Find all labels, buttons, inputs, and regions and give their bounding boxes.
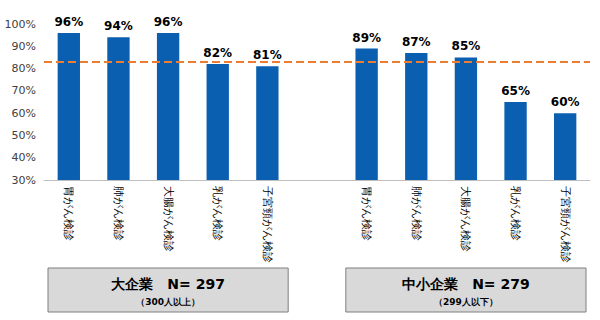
svg-text:70%: 70% [12, 84, 36, 97]
svg-text:乳がん検診: 乳がん検診 [509, 186, 522, 241]
svg-text:大企業 N= 297: 大企業 N= 297 [111, 276, 225, 292]
svg-text:子宮頸がん検診: 子宮頸がん検診 [261, 186, 274, 263]
svg-text:胃がん検診: 胃がん検診 [360, 186, 373, 241]
svg-text:87%: 87% [402, 35, 431, 49]
svg-text:94%: 94% [104, 19, 133, 33]
svg-text:82%: 82% [203, 46, 232, 60]
svg-text:大腸がん検診: 大腸がん検診 [459, 186, 472, 252]
svg-text:89%: 89% [352, 31, 381, 45]
svg-text:60%: 60% [551, 95, 580, 109]
svg-text:85%: 85% [452, 39, 481, 53]
svg-text:96%: 96% [54, 15, 83, 29]
svg-text:子宮頸がん検診: 子宮頸がん検診 [559, 186, 572, 263]
svg-text:30%: 30% [12, 174, 36, 187]
svg-text:大腸がん検診: 大腸がん検診 [162, 186, 175, 252]
svg-text:65%: 65% [501, 84, 530, 98]
svg-text:胃がん検診: 胃がん検診 [62, 186, 75, 241]
svg-text:（300人以上）: （300人以上） [136, 297, 200, 307]
svg-text:40%: 40% [12, 151, 36, 164]
svg-text:96%: 96% [154, 15, 183, 29]
svg-text:81%: 81% [253, 48, 282, 62]
svg-text:80%: 80% [12, 62, 36, 75]
svg-text:乳がん検診: 乳がん検診 [211, 186, 224, 241]
svg-text:肺がん検診: 肺がん検診 [410, 186, 423, 241]
svg-text:50%: 50% [12, 129, 36, 142]
svg-text:60%: 60% [12, 107, 36, 120]
svg-text:中小企業 N= 279: 中小企業 N= 279 [402, 276, 530, 292]
svg-text:100%: 100% [5, 18, 36, 31]
svg-text:肺がん検診: 肺がん検診 [112, 186, 125, 241]
svg-text:90%: 90% [12, 40, 36, 53]
svg-text:（299人以下）: （299人以下） [434, 297, 498, 307]
